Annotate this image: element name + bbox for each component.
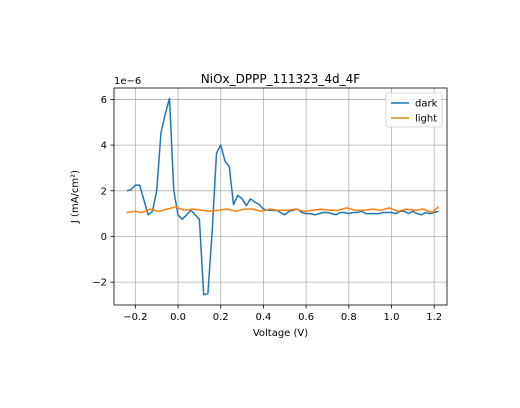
y-axis-label: J (mA/cm²) xyxy=(70,170,81,224)
y-tick-label: −2 xyxy=(92,278,107,289)
x-tick-label: 0.4 xyxy=(255,312,271,323)
x-tick-label: −0.2 xyxy=(123,312,147,323)
x-axis-label: Voltage (V) xyxy=(253,328,308,339)
x-tick-label: 0.2 xyxy=(213,312,229,323)
plot-area xyxy=(126,97,439,296)
y-tick-label: 6 xyxy=(101,95,107,106)
x-tick-label: 1.0 xyxy=(384,312,400,323)
chart-title: NiOx_DPPP_111323_4d_4F xyxy=(201,72,361,86)
y-tick-label: 2 xyxy=(101,186,107,197)
axes-frame xyxy=(113,87,448,306)
x-tick-label: 0.6 xyxy=(298,312,314,323)
y-axis-offset-label: 1e−6 xyxy=(114,76,141,87)
x-tick-label: 1.2 xyxy=(426,312,442,323)
legend-label-light: light xyxy=(415,114,437,125)
x-tick-label: 0.8 xyxy=(341,312,357,323)
y-tick-label: 0 xyxy=(101,232,107,243)
axis-ticks: −0.2 0.0 0.2 0.4 0.6 0.8 1.0 1.2 −2 0 2 4 6 xyxy=(92,95,442,323)
x-tick-label: 0.0 xyxy=(170,312,186,323)
y-tick-label: 4 xyxy=(101,141,107,152)
series-line-dark xyxy=(126,97,439,296)
axes-border xyxy=(113,87,448,306)
legend-label-dark: dark xyxy=(415,99,438,110)
series-line-light xyxy=(126,206,439,214)
legend: dark light xyxy=(385,92,443,128)
